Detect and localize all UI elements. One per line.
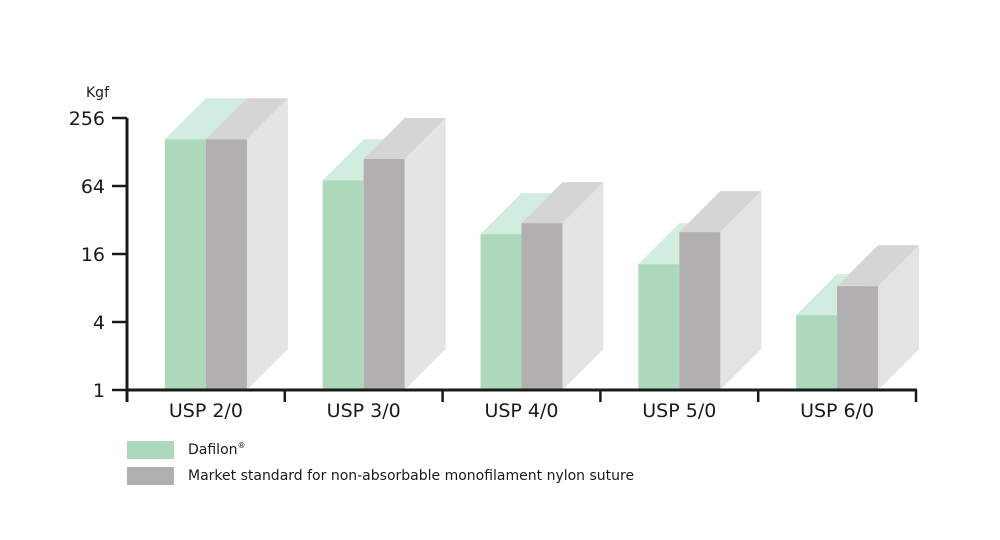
bar-side-market-standard [878, 245, 920, 390]
bar-top-dafilon [164, 98, 247, 140]
legend-swatch-market-standard [127, 467, 174, 485]
y-tick-label: 256 [69, 108, 105, 130]
y-tick-label: 64 [81, 176, 105, 198]
bar-market-standard [363, 158, 405, 390]
bars-layer [164, 98, 920, 390]
bar-side-market-standard [246, 98, 288, 390]
x-category-label: USP 4/0 [484, 400, 558, 422]
x-category-label: USP 5/0 [642, 400, 716, 422]
bar-market-standard [837, 286, 879, 390]
bar-top-market-standard [521, 182, 604, 224]
y-unit-label: Kgf [86, 85, 110, 101]
bar-dafilon [164, 139, 206, 390]
legend-item-dafilon: Dafilon® [127, 441, 634, 459]
bar-market-standard [521, 223, 563, 390]
legend-swatch-dafilon [127, 441, 174, 459]
bar-top-market-standard [205, 98, 288, 140]
legend: Dafilon® Market standard for non-absorba… [127, 441, 634, 493]
bar-side-market-standard [562, 182, 604, 390]
x-category-label: USP 2/0 [169, 400, 243, 422]
legend-label-dafilon: Dafilon® [188, 441, 246, 458]
legend-label-market-standard: Market standard for non-absorbable monof… [188, 468, 635, 484]
ticks-layer: 1 4 16 64 256 USP 2/0 USP 3/0 USP 4/0 USP 5/0 USP… [69, 108, 918, 422]
bar-dafilon [638, 264, 680, 390]
y-tick-label: 1 [93, 380, 105, 402]
bar-top-market-standard [679, 191, 762, 233]
bar-top-market-standard [837, 245, 920, 287]
x-category-label: USP 3/0 [327, 400, 401, 422]
x-category-label: USP 6/0 [800, 400, 874, 422]
bar-dafilon [322, 180, 364, 390]
legend-item-market-standard: Market standard for non-absorbable monof… [127, 467, 634, 485]
bar-top-market-standard [363, 117, 446, 159]
bar-side-market-standard [404, 117, 446, 390]
axes-layer: Kgf [86, 85, 917, 402]
bar-market-standard [679, 232, 721, 390]
bar-dafilon [796, 315, 838, 390]
bar-market-standard [205, 139, 247, 390]
y-tick-label: 16 [81, 244, 105, 266]
y-tick-label: 4 [93, 312, 105, 334]
bar-dafilon [480, 234, 522, 390]
registered-mark: ® [237, 441, 246, 450]
bar-side-market-standard [720, 191, 762, 390]
